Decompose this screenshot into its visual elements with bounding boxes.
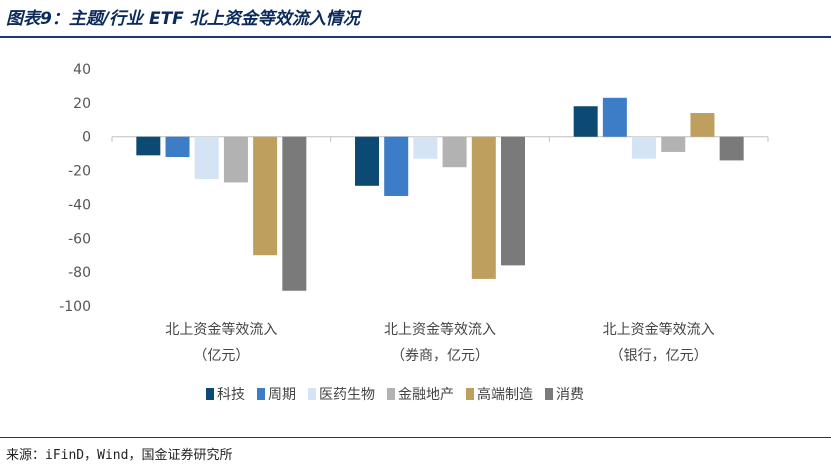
category-label: 北上资金等效流入	[603, 321, 715, 338]
y-tick-label: 40	[73, 62, 91, 78]
bar-科技	[355, 136, 379, 186]
legend-label: 金融地产	[398, 387, 454, 403]
title-rule	[0, 36, 831, 38]
legend-swatch-金融地产	[387, 388, 395, 400]
bar-金融地产	[442, 136, 467, 168]
bar-周期	[165, 136, 190, 158]
bar-医药生物	[632, 136, 657, 159]
figure-title: 图表9：主题/行业 ETF 北上资金等效流入情况	[6, 9, 360, 29]
bar-金融地产	[661, 136, 686, 152]
y-tick-label: -100	[59, 299, 91, 315]
category-label: （亿元）	[193, 348, 249, 364]
y-tick-label: -80	[68, 265, 91, 281]
legend-swatch-高端制造	[466, 388, 474, 400]
bar-金融地产	[223, 136, 248, 183]
footer-rule	[0, 437, 831, 438]
bar-chart: 40 20 0 -20 -40 -60 -80 -100 北上资金等效流入 （亿元） 北上资金等效流…	[59, 62, 769, 403]
category-label: （银行，亿元）	[610, 348, 708, 364]
legend-label: 医药生物	[319, 387, 375, 403]
category-label: 北上资金等效流入	[165, 321, 277, 338]
bar-科技	[573, 106, 598, 137]
legend-swatch-科技	[206, 388, 214, 400]
y-tick-label: -60	[68, 231, 91, 247]
bar-消费	[719, 136, 744, 161]
bar-医药生物	[194, 136, 219, 180]
bar-科技	[136, 136, 161, 156]
category-label: （券商，亿元）	[391, 348, 489, 364]
legend-label: 科技	[217, 387, 245, 403]
bar-周期	[602, 97, 627, 137]
bar-高端制造	[253, 136, 278, 256]
source-note: 来源：iFinD，Wind，国金证券研究所	[6, 448, 233, 463]
bar-高端制造	[690, 113, 715, 137]
category-label: 北上资金等效流入	[384, 321, 496, 338]
bar-消费	[501, 136, 525, 266]
legend-swatch-消费	[545, 388, 553, 400]
y-tick-label: 0	[82, 130, 91, 146]
legend-label: 高端制造	[477, 386, 533, 403]
bar-周期	[384, 136, 409, 196]
legend-swatch-周期	[257, 388, 265, 400]
y-tick-label: -40	[68, 197, 91, 213]
bar-高端制造	[471, 136, 496, 279]
y-tick-label: -20	[68, 164, 91, 180]
legend-swatch-医药生物	[308, 388, 316, 400]
y-tick-label: 20	[73, 96, 91, 112]
bar-医药生物	[413, 136, 438, 159]
legend-label: 消费	[556, 387, 584, 403]
legend-label: 周期	[268, 387, 296, 403]
bar-消费	[282, 136, 307, 291]
